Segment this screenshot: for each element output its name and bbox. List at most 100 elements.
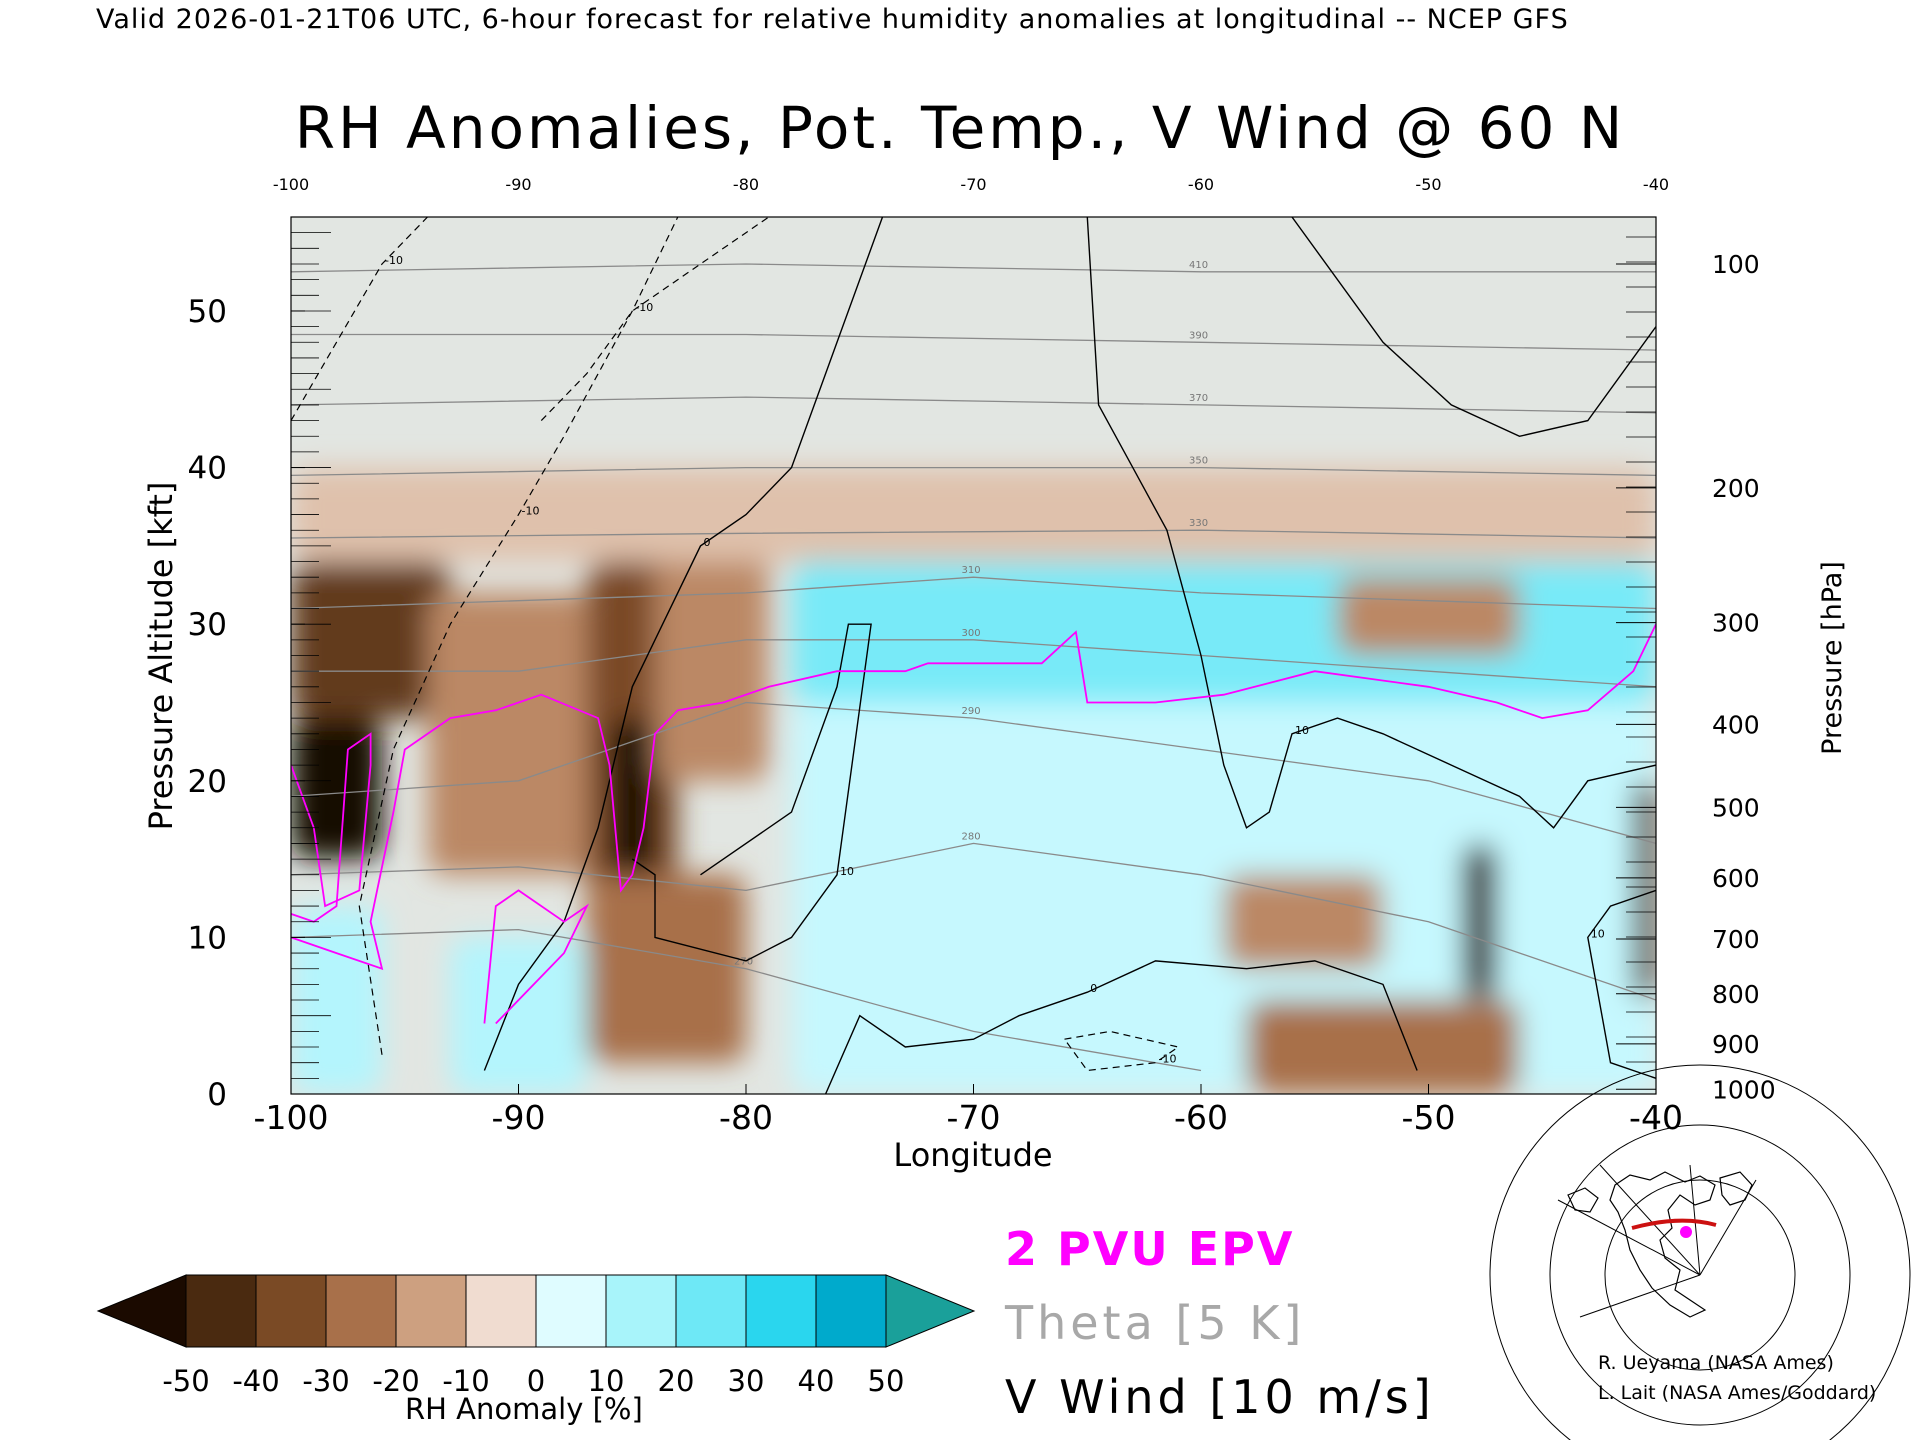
x-tick-label: -60	[1174, 1098, 1228, 1137]
colorbar-swatch	[535, 1274, 607, 1348]
colorbar-high-arrow	[885, 1274, 976, 1348]
v-wind-contour	[483, 217, 884, 1071]
v-wind-contour	[1086, 217, 1656, 829]
top-x-axis: -100 -90 -80 -70 -60 -50 -40	[273, 175, 1669, 194]
legend-vwind: V Wind [10 m/s]	[1005, 1370, 1435, 1424]
rh-anomaly-cell	[609, 718, 655, 907]
rh-anomaly-cell	[1246, 1000, 1520, 1094]
x-axis: -100 -90 -80 -70 -60 -50 -40	[254, 1084, 1683, 1137]
rh-anomaly-cell	[1223, 874, 1383, 969]
y-axis-right-pressure: 100 200 300 400 500 600 700 800 900 1000	[1616, 236, 1776, 1104]
x-tick-label: -100	[254, 1098, 329, 1137]
colorbar-tick-label: -10	[442, 1364, 490, 1398]
pressure-tick-label: 400	[1712, 710, 1760, 739]
colorbar-swatch	[815, 1274, 887, 1348]
x-tick-label: -70	[947, 1098, 1001, 1137]
rh-anomaly-field	[291, 467, 1656, 1094]
v-wind-negative-contour-label: -10	[385, 254, 403, 267]
x-tick-label: -50	[1402, 1098, 1456, 1137]
top-x-tick-label: -90	[505, 175, 531, 194]
x-axis-label: Longitude	[893, 1136, 1052, 1174]
theta-contour	[291, 701, 1656, 845]
legend-epv: 2 PVU EPV	[1005, 1222, 1295, 1276]
colorbar-tick-label: -50	[162, 1364, 210, 1398]
colorbar-tick-label: -40	[232, 1364, 280, 1398]
v-wind-contour-label: 0	[1090, 982, 1097, 995]
theta-contour-label: 390	[1189, 330, 1208, 341]
top-x-tick-label: -70	[960, 175, 986, 194]
rh-anomaly-cell	[1337, 577, 1520, 656]
v-wind-contour-label: 10	[1295, 724, 1309, 737]
theta-contour-label: 310	[962, 565, 981, 576]
v-wind-negative-contour	[1064, 1030, 1180, 1072]
v-wind-contour	[1587, 889, 1656, 1079]
map-inset	[1489, 1064, 1911, 1440]
colorbar-tick-label: 10	[587, 1364, 625, 1398]
top-x-tick-label: -80	[733, 175, 759, 194]
y-tick-label: 50	[188, 294, 227, 330]
pressure-tick-label: 100	[1712, 250, 1760, 279]
theta-contour	[291, 466, 1656, 477]
colorbar-swatch	[325, 1274, 397, 1348]
theta-contour	[291, 263, 1656, 273]
top-x-tick-label: -60	[1188, 175, 1214, 194]
v-wind-contours: 0 0 10 10 10 -10 -10 -10 -10	[291, 217, 1656, 1094]
rh-anomaly-cell	[291, 467, 1656, 562]
rh-anomaly-cell	[291, 718, 382, 860]
theta-contour-label: 270	[734, 957, 753, 968]
header-caption: Valid 2026-01-21T06 UTC, 6-hour forecast…	[96, 4, 1569, 35]
theta-contour-label: 330	[1189, 518, 1208, 529]
y-axis-label: Pressure Altitude [kft]	[142, 482, 180, 831]
top-x-tick-label: -50	[1415, 175, 1441, 194]
theta-contour-label: 280	[962, 831, 981, 842]
colorbar-label: RH Anomaly [%]	[405, 1392, 643, 1426]
y-tick-label: 30	[188, 607, 227, 643]
v-wind-contour-label: 0	[704, 536, 711, 549]
pressure-tick-label: 1000	[1712, 1075, 1776, 1104]
colorbar-tick-label: -30	[302, 1364, 350, 1398]
x-tick-label: -90	[492, 1098, 546, 1137]
pressure-tick-label: 200	[1712, 474, 1760, 503]
rh-anomaly-cell	[586, 874, 746, 1063]
pressure-tick-label: 500	[1712, 793, 1760, 822]
pressure-tick-label: 700	[1712, 925, 1760, 954]
rh-anomaly-cell	[450, 937, 587, 1094]
theta-contour	[291, 529, 1656, 539]
y2-axis-label: Pressure [hPa]	[1817, 561, 1848, 755]
y-tick-label: 20	[188, 764, 227, 800]
epv-2pvu-contour	[291, 732, 372, 923]
colorbar-tick-label: 30	[727, 1364, 765, 1398]
pressure-tick-label: 900	[1712, 1030, 1760, 1059]
v-wind-contour	[631, 623, 872, 962]
v-wind-negative-contour	[540, 217, 770, 422]
colorbar-low-arrow	[96, 1274, 187, 1348]
colorbar-tick-label: 0	[526, 1364, 546, 1398]
colorbar-swatch	[675, 1274, 747, 1348]
v-wind-contour	[1291, 217, 1656, 438]
theta-contour-label: 300	[962, 628, 981, 639]
v-wind-contour	[824, 960, 1418, 1094]
v-wind-negative-contour-label: -10	[1159, 1053, 1177, 1066]
credit-line-1: R. Ueyama (NASA Ames)	[1598, 1352, 1834, 1374]
rh-anomaly-cell	[427, 592, 610, 875]
epv-contours	[291, 623, 1656, 1025]
rh-anomaly-cell	[1462, 843, 1497, 1001]
rh-anomaly-cell	[291, 561, 451, 719]
v-wind-negative-contour-label: -10	[522, 505, 540, 518]
rh-anomaly-cell	[655, 530, 769, 781]
v-wind-negative-contour	[291, 217, 428, 421]
theta-contour	[291, 576, 1656, 610]
colorbar	[96, 1274, 976, 1348]
top-x-tick-label: -100	[273, 175, 309, 194]
pressure-tick-label: 300	[1712, 609, 1760, 638]
colorbar-tick-label: 20	[657, 1364, 695, 1398]
y-tick-label: 10	[188, 920, 227, 956]
colorbar-swatch	[745, 1274, 817, 1348]
rh-anomaly-cell	[1633, 780, 1656, 1001]
v-wind-negative-contour	[358, 217, 679, 1055]
x-tick-label: -80	[719, 1098, 773, 1137]
legend-theta: Theta [5 K]	[1005, 1296, 1306, 1350]
location-marker-icon	[1680, 1226, 1692, 1238]
theta-contour	[291, 639, 1656, 688]
theta-contour	[291, 842, 1656, 1001]
